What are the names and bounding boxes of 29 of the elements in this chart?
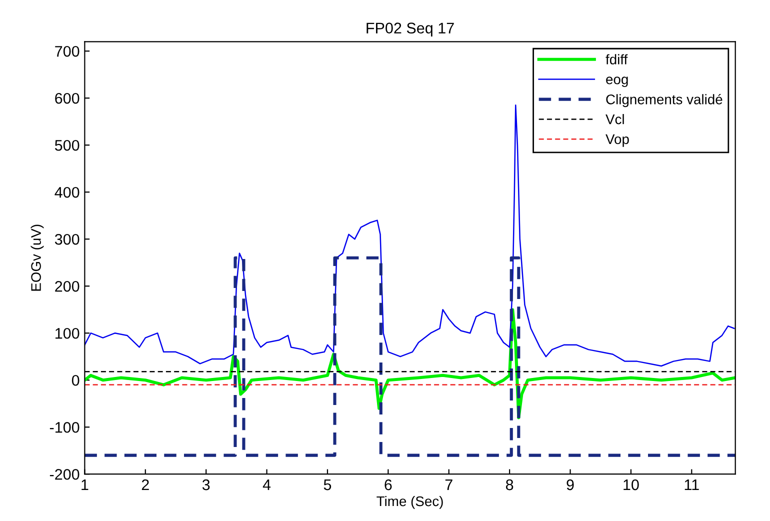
x-tick-label: 6: [384, 479, 392, 490]
y-tick-label: 500: [54, 140, 80, 151]
legend-label: Clignements validé: [606, 94, 722, 108]
y-tick-label: 100: [56, 328, 80, 339]
legend-label: eog: [606, 76, 628, 88]
y-tick-label: 400: [54, 186, 80, 198]
x-tick-label: 8: [506, 479, 514, 490]
legend-label: Vcl: [606, 114, 624, 124]
chart-title: FP02 Seq 17: [366, 22, 454, 37]
x-tick-label: 5: [324, 480, 332, 490]
y-tick-label: -100: [50, 422, 80, 433]
x-tick-label: 7: [445, 480, 452, 490]
x-tick-label: 10: [624, 479, 639, 490]
legend-label: fdiff: [606, 54, 628, 64]
x-tick-label: 4: [262, 480, 271, 490]
y-tick-label: -200: [50, 468, 80, 480]
y-tick-label: 700: [55, 46, 80, 57]
y-tick-label: 600: [55, 92, 80, 104]
y-tick-label: 200: [55, 280, 80, 292]
y-tick-label: 0: [72, 374, 80, 386]
x-tick-label: 1: [82, 480, 88, 490]
x-tick-label: 11: [684, 480, 699, 490]
y-axis-title: EOGv (uV): [30, 224, 44, 291]
x-tick-label: 3: [202, 479, 210, 490]
x-axis-title: Time (Sec): [376, 496, 443, 509]
x-tick-label: 9: [566, 479, 574, 490]
legend-label: Vop: [606, 134, 629, 147]
x-tick-label: 2: [142, 479, 149, 490]
y-tick-label: 300: [54, 234, 80, 245]
